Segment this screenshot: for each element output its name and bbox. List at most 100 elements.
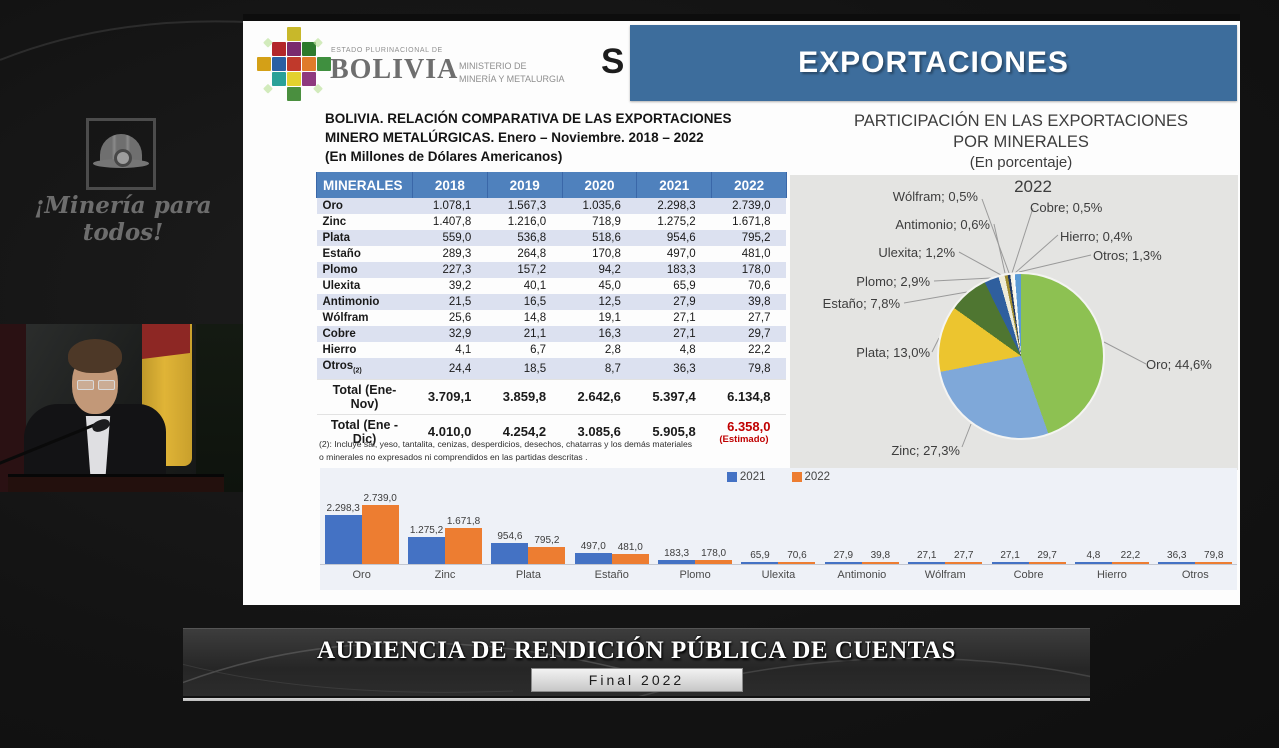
legend-swatch [726, 472, 737, 482]
mineral-value: 518,6 [562, 230, 637, 246]
pie-chart-title: PARTICIPACIÓN EN LAS EXPORTACIONES POR M… [803, 111, 1239, 152]
mineral-value: 29,7 [711, 326, 787, 342]
total-label: Total (Ene-Nov) [316, 379, 413, 415]
bar-value-label: 4,8 [1086, 550, 1101, 561]
mineral-value: 178,0 [711, 262, 787, 278]
mineral-name: Oro [316, 198, 413, 214]
bar-value-label: 178,0 [701, 548, 727, 560]
bar-2021 [824, 562, 862, 564]
table-row: Ulexita 39,2 40,1 45,0 65,9 70,6 [317, 278, 787, 294]
bar-category-label: Estaño [594, 569, 629, 581]
bar-category-label: Zinc [434, 569, 456, 581]
bar-column: 27,7 [945, 550, 983, 564]
bar-category-label: Wólfram [924, 569, 966, 581]
bar-category-label: Plomo [679, 569, 711, 581]
bolivia-flag-red-stripe [142, 324, 190, 359]
pie-label: Zinc; 27,3% [891, 443, 960, 458]
bar-2022 [611, 553, 649, 564]
bar-column: 497,0 [574, 541, 612, 564]
bar-value-label: 27,7 [953, 550, 974, 561]
bar-category-label: Ulexita [761, 569, 796, 581]
speaker-video-inset [0, 324, 278, 492]
bar-value-label: 2.739,0 [363, 493, 397, 504]
total-value: 3.859,8 [487, 379, 563, 415]
mineral-value: 2.739,0 [711, 198, 787, 214]
mineral-value: 2,8 [604, 344, 621, 356]
table-row: Cobre 32,9 21,1 16,3 27,1 29,7 [316, 326, 787, 342]
mineral-value: 21,5 [412, 294, 488, 310]
mineral-value: 954,6 [636, 230, 712, 246]
table-footnote-line1: (2): Incluye sal, yeso, tantalita, ceniz… [319, 439, 693, 449]
mineral-name: Plata [316, 230, 413, 246]
mineral-value: 1.671,8 [732, 216, 771, 228]
speaker-hair [68, 339, 122, 373]
mineral-value: 795,2 [711, 230, 787, 246]
table-total-row: Total (Ene - Dic) 4.010,0 4.254,2 3.085,6 5.… [316, 414, 787, 450]
mineral-value: 2.298,3 [636, 198, 712, 214]
mineral-value: 264,8 [517, 248, 547, 260]
bar-2021 [908, 562, 946, 564]
mineral-name: Estaño [322, 248, 361, 260]
bar-value-label: 65,9 [750, 550, 770, 561]
footer-underline [183, 696, 1090, 701]
mineral-value: 1.407,8 [432, 216, 472, 228]
bar-2022 [1195, 562, 1233, 564]
table-row: Antimonio 21,5 16,5 12,5 27,9 39,8 [316, 294, 787, 310]
slide-top-border [243, 14, 1240, 21]
mineral-value: 4,8 [679, 344, 696, 356]
mineral-value: 16,3 [562, 326, 637, 342]
logo-ministry-line2: MINERÍA Y METALURGIA [459, 74, 565, 85]
bar-value-label: 39,8 [870, 550, 891, 561]
bar-value-label: 183,3 [664, 548, 690, 560]
bar-value-label: 2.298,3 [326, 502, 360, 514]
pie-label: Otros; 1,3% [1093, 248, 1162, 263]
mineral-value: 32,9 [412, 326, 488, 342]
bar-column: 79,8 [1195, 550, 1233, 564]
minerals-table: MINERALES 2018 2019 2020 2021 2022 Oro 1.078,1… [316, 172, 787, 450]
bar-2022 [1111, 562, 1149, 564]
bar-category-label: Hierro [1096, 569, 1127, 581]
presentation-slide: ESTADO PLURINACIONAL DE BOLIVIA MINISTER… [243, 14, 1240, 605]
bar-2022 [778, 562, 816, 564]
logo-ministry-text: MINISTERIO DE MINERÍA Y METALURGIA [459, 60, 565, 86]
table-row: Estaño 289,3 264,8 170,8 497,0 481,0 [317, 246, 787, 262]
bar-2022 [695, 560, 733, 564]
pie-chart-subtitle: (En porcentaje) [969, 154, 1073, 171]
bar-column: 481,0 [611, 542, 649, 564]
bar-column: 27,9 [824, 550, 862, 564]
mineral-value: 1.567,3 [487, 198, 563, 214]
bar-2022 [528, 546, 566, 564]
bar-2021 [658, 560, 696, 564]
table-title-line2: MINERO METALÚRGICAS. Enero – Noviembre. … [325, 129, 704, 145]
pie-label: Antimonio; 0,6% [895, 217, 990, 232]
podium [8, 474, 224, 492]
bar-group: 497,0 481,0 [570, 468, 653, 564]
bar-group: 4,8 22,2 [1070, 468, 1153, 564]
bar-2021 [491, 543, 529, 564]
mining-logo-frame [86, 118, 156, 190]
miner-helmet-lamp [114, 149, 132, 167]
bar-2022 [361, 505, 399, 564]
bar-column: 36,3 [1158, 550, 1196, 564]
footer-badge: Final 2022 [530, 668, 743, 692]
mineral-name: Cobre [316, 326, 413, 342]
pie-label: Oro; 44,6% [1146, 357, 1212, 372]
mineral-value: 12,5 [562, 294, 637, 310]
bar-column: 70,6 [778, 550, 816, 564]
mineral-value: 27,7 [748, 312, 771, 324]
total-value: 6.134,8 [711, 379, 787, 415]
mineral-name: Antimonio [316, 294, 413, 310]
bar-column: 22,2 [1111, 550, 1149, 564]
mineral-value: 39,2 [448, 280, 472, 292]
bar-value-label: 29,7 [1037, 550, 1057, 561]
mineral-value: 227,3 [412, 262, 488, 278]
mineral-name: Plomo [316, 262, 413, 278]
mineral-value: 6,7 [530, 344, 547, 356]
total-value-estimate: 6.358,0 (Estimado) [711, 414, 787, 450]
mineral-value: 718,9 [592, 216, 621, 228]
bar-2022 [945, 562, 983, 564]
bar-group: 27,1 29,7 [987, 468, 1070, 564]
mineral-name: Zinc [322, 216, 347, 228]
bar-column: 4,8 [1074, 550, 1112, 564]
